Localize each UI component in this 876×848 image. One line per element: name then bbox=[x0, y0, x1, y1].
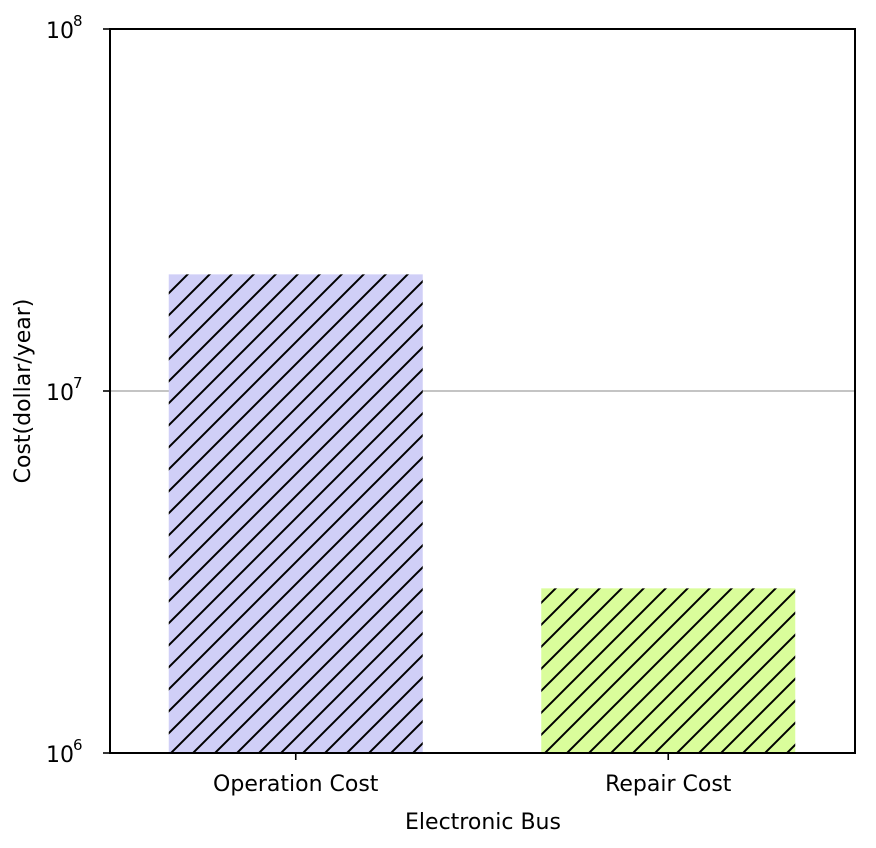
y-tick-label: 10 bbox=[46, 19, 74, 44]
y-tick-label: 10 bbox=[46, 381, 74, 406]
y-tick-exponent: 7 bbox=[73, 374, 83, 392]
x-tick-label: Repair Cost bbox=[605, 772, 732, 797]
bars bbox=[168, 274, 796, 753]
y-tick-exponent: 8 bbox=[73, 12, 83, 30]
bar-repair-cost bbox=[541, 588, 796, 753]
y-axis-label: Cost(dollar/year) bbox=[11, 299, 36, 484]
x-tick-label: Operation Cost bbox=[213, 772, 379, 797]
y-tick-exponent: 6 bbox=[73, 736, 83, 754]
x-axis-label: Electronic Bus bbox=[405, 810, 561, 835]
x-axis: Operation Cost Repair Cost bbox=[213, 753, 732, 797]
bar-operation-cost bbox=[168, 274, 423, 753]
y-tick-label: 10 bbox=[46, 743, 74, 768]
